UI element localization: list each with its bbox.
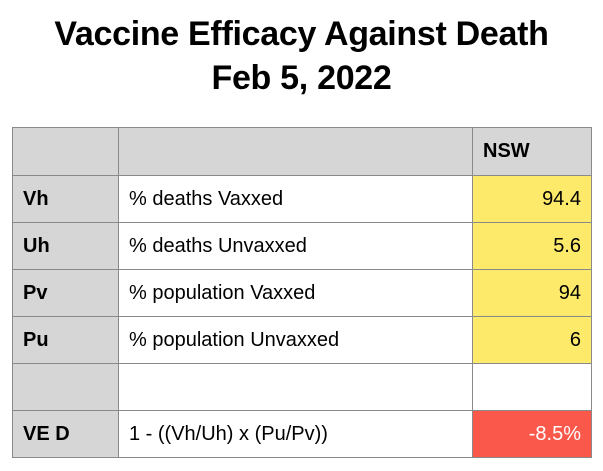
- row-formula: 1 - ((Vh/Uh) x (Pu/Pv)): [118, 410, 473, 458]
- table-row: Vh % deaths Vaxxed 94.4: [12, 175, 592, 223]
- row-key: VE D: [12, 410, 119, 458]
- page-title: Vaccine Efficacy Against Death: [54, 15, 549, 53]
- row-description: % deaths Unvaxxed: [118, 222, 473, 270]
- row-value: 94.4: [472, 175, 592, 223]
- row-value: 6: [472, 316, 592, 364]
- row-key: Uh: [12, 222, 119, 270]
- row-key: Vh: [12, 175, 119, 223]
- header-cell-description: [118, 127, 473, 176]
- row-value: 94: [472, 269, 592, 317]
- row-key: Pu: [12, 316, 119, 364]
- row-description: % population Vaxxed: [118, 269, 473, 317]
- row-key: [12, 363, 119, 411]
- table-row: Pv % population Vaxxed 94: [12, 269, 592, 317]
- row-description: % deaths Vaxxed: [118, 175, 473, 223]
- row-key: Pv: [12, 269, 119, 317]
- row-description: % population Unvaxxed: [118, 316, 473, 364]
- page-subtitle-date: Feb 5, 2022: [211, 59, 392, 97]
- table-row-result: VE D 1 - ((Vh/Uh) x (Pu/Pv)) -8.5%: [12, 410, 592, 458]
- table-header-row: NSW: [12, 127, 592, 176]
- header-cell-key: [12, 127, 119, 176]
- header-cell-region: NSW: [472, 127, 592, 176]
- table-row: Uh % deaths Unvaxxed 5.6: [12, 222, 592, 270]
- row-description: [118, 363, 473, 411]
- table-row: Pu % population Unvaxxed 6: [12, 316, 592, 364]
- row-value: 5.6: [472, 222, 592, 270]
- result-value: -8.5%: [472, 410, 592, 458]
- row-value: [472, 363, 592, 411]
- efficacy-table: NSW Vh % deaths Vaxxed 94.4 Uh % deaths …: [12, 127, 592, 458]
- table-row-empty: [12, 363, 592, 411]
